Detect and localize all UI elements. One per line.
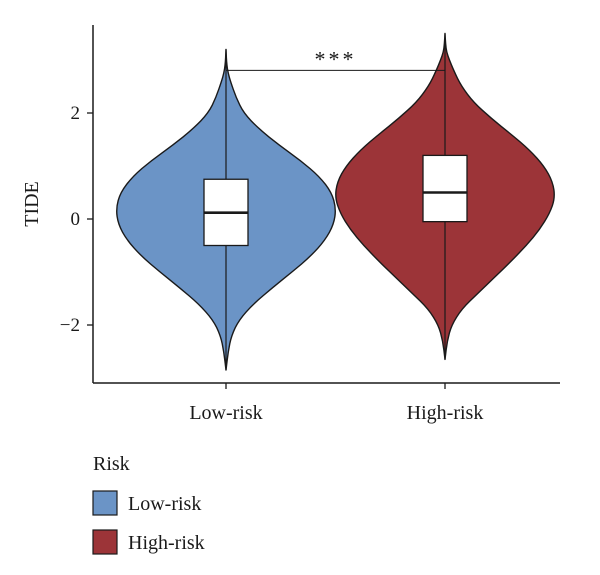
- x-tick-label: High-risk: [407, 402, 484, 424]
- violin-layer: [116, 32, 555, 371]
- significance-annotation: ***: [225, 46, 446, 81]
- y-tick-label: 0: [71, 209, 81, 230]
- box-high-risk: [422, 154, 468, 223]
- legend-title: Risk: [93, 453, 130, 475]
- legend-swatch-low-risk: [92, 490, 118, 516]
- x-ticks: Low-risk High-risk: [189, 383, 483, 424]
- significance-stars: ***: [315, 46, 357, 71]
- x-tick-label: Low-risk: [189, 402, 262, 424]
- legend-label-high-risk: High-risk: [128, 532, 205, 554]
- boxplot-layer: [203, 33, 468, 371]
- y-tick-label: −2: [60, 315, 80, 336]
- legend: Risk Low-risk High-risk: [92, 453, 205, 555]
- y-ticks: −2 0 2: [60, 103, 93, 336]
- legend-swatch-high-risk: [92, 529, 118, 555]
- y-axis-label: TIDE: [21, 181, 43, 227]
- legend-label-low-risk: Low-risk: [128, 493, 201, 515]
- y-tick-label: 2: [71, 103, 81, 124]
